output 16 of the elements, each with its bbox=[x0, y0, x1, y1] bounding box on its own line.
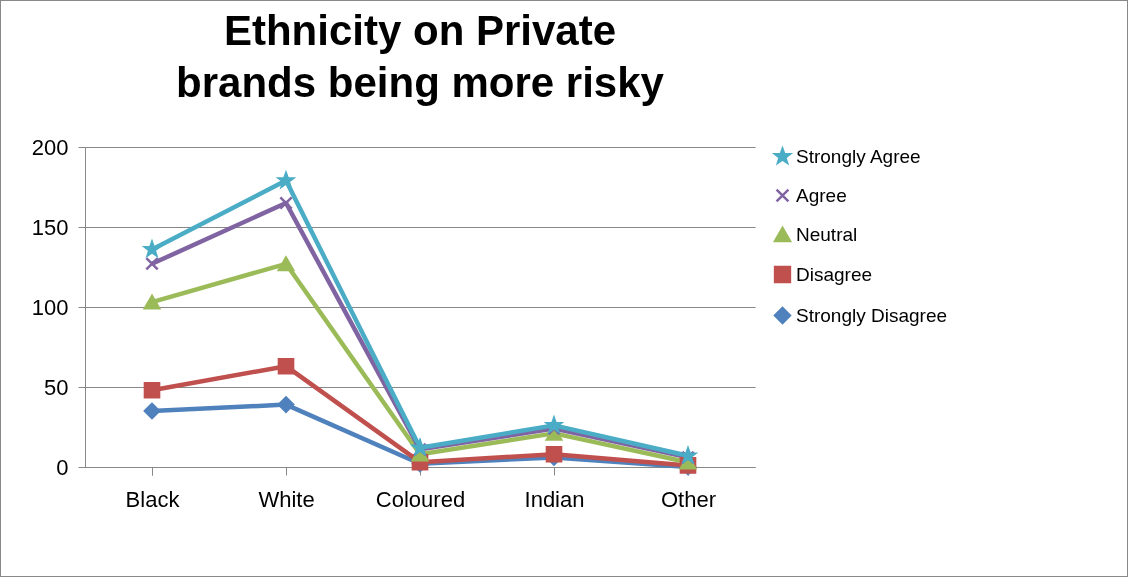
y-tick-label: 100 bbox=[31, 294, 69, 320]
x-tick-label: Other bbox=[660, 486, 717, 512]
legend-label: Strongly Disagree bbox=[796, 304, 948, 326]
chart-title: Ethnicity on Private brands being more risky bbox=[176, 7, 665, 106]
legend-label: Strongly Agree bbox=[796, 145, 921, 167]
x-tick-label: Indian bbox=[524, 486, 585, 512]
y-tick-label: 150 bbox=[31, 214, 69, 240]
legend-label: Agree bbox=[796, 184, 847, 206]
x-tick-label: Coloured bbox=[375, 486, 466, 512]
legend-label: Neutral bbox=[796, 223, 858, 245]
legend-label: Disagree bbox=[796, 263, 873, 285]
y-tick-label: 200 bbox=[31, 134, 69, 160]
x-tick-label: Black bbox=[125, 486, 181, 512]
x-tick-label: White bbox=[258, 486, 315, 512]
y-tick-label: 0 bbox=[56, 454, 69, 480]
y-tick-label: 50 bbox=[44, 374, 69, 400]
